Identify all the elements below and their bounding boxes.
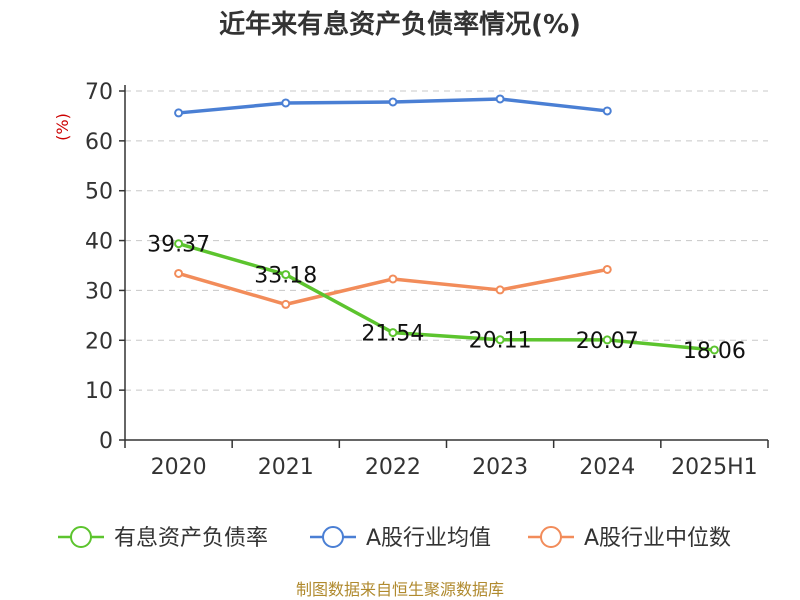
data-point: [602, 106, 612, 116]
x-tick-label: 2025H1: [671, 455, 758, 480]
y-tick-label: 60: [85, 130, 113, 155]
series-lines: [174, 94, 719, 355]
legend-marker: [540, 526, 562, 548]
axes: 0 10 20 30 40 50 60 70 2020 2021 2022 2023 2024 2025H…: [85, 80, 769, 480]
data-point: [495, 94, 505, 104]
series-3: [174, 264, 612, 309]
y-axis-unit: (%): [53, 113, 72, 141]
x-tick-label: 2020: [151, 455, 207, 480]
legend-item[interactable]: A股行业中位数: [528, 526, 731, 551]
y-tick-label: 70: [85, 80, 113, 105]
y-tick-label: 40: [85, 230, 113, 255]
data-point: [388, 328, 398, 338]
legend: 有息资产负债率 A股行业均值 A股行业中位数: [58, 526, 731, 551]
data-point: [709, 345, 719, 355]
data-label: 18.06: [683, 339, 746, 364]
legend-label: A股行业均值: [366, 526, 491, 551]
legend-item[interactable]: A股行业均值: [310, 526, 491, 551]
data-label: 39.37: [147, 233, 210, 258]
data-point: [388, 97, 398, 107]
y-tick-label: 50: [85, 180, 113, 205]
y-tick-label: 0: [99, 429, 113, 454]
series-1: [174, 239, 719, 355]
x-tick-label: 2021: [258, 455, 314, 480]
legend-label: A股行业中位数: [584, 526, 731, 551]
data-point: [281, 270, 291, 280]
data-point: [174, 268, 184, 278]
legend-item[interactable]: 有息资产负债率: [58, 526, 268, 551]
data-point: [495, 335, 505, 345]
legend-label: 有息资产负债率: [114, 526, 268, 551]
data-labels: 39.37 33.18 21.54 20.11 20.07 18.06: [147, 233, 746, 364]
data-point: [281, 299, 291, 309]
data-label: 20.07: [576, 329, 639, 354]
grid-lines: [125, 90, 768, 391]
data-point: [174, 239, 184, 249]
chart-title: 近年来有息资产负债率情况(%): [219, 9, 581, 40]
data-point: [602, 335, 612, 345]
y-tick-label: 30: [85, 279, 113, 304]
source-note: 制图数据来自恒生聚源数据库: [296, 580, 504, 599]
legend-marker: [322, 526, 344, 548]
y-tick-label: 20: [85, 329, 113, 354]
series-2: [174, 94, 612, 118]
legend-marker: [70, 526, 92, 548]
data-point: [495, 285, 505, 295]
data-label: 20.11: [469, 329, 532, 354]
data-point: [388, 274, 398, 284]
series-line: [178, 242, 715, 352]
data-point: [281, 98, 291, 108]
x-tick-label: 2023: [472, 455, 528, 480]
data-point: [174, 108, 184, 118]
data-label: 21.54: [361, 322, 424, 347]
data-point: [602, 264, 612, 274]
x-tick-label: 2022: [365, 455, 421, 480]
y-tick-label: 10: [85, 379, 113, 404]
data-label: 33.18: [254, 264, 317, 289]
x-tick-label: 2024: [579, 455, 635, 480]
